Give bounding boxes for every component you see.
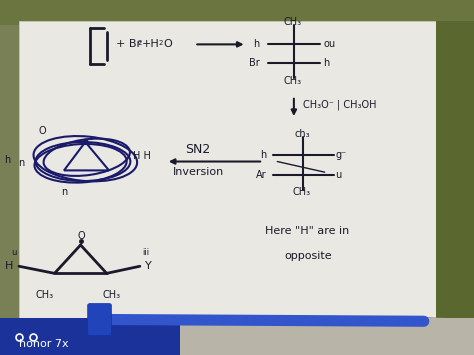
Text: H H: H H <box>133 151 151 161</box>
Text: 2: 2 <box>137 40 142 46</box>
Text: CH₃: CH₃ <box>283 17 301 27</box>
FancyBboxPatch shape <box>0 0 474 25</box>
Text: h: h <box>4 155 10 165</box>
Text: O: O <box>78 231 85 241</box>
Text: h: h <box>323 58 329 68</box>
Text: honor 7x: honor 7x <box>19 339 69 349</box>
Text: u: u <box>11 247 17 257</box>
Text: g⁻: g⁻ <box>336 151 347 160</box>
Text: CH₃: CH₃ <box>293 187 311 197</box>
FancyArrowPatch shape <box>107 320 424 321</box>
FancyBboxPatch shape <box>88 304 111 335</box>
Text: iii: iii <box>142 247 149 257</box>
FancyBboxPatch shape <box>0 318 474 355</box>
Text: +H: +H <box>142 39 160 49</box>
Text: n: n <box>18 158 25 168</box>
Text: CH₃: CH₃ <box>36 290 54 300</box>
Text: CH₃O⁻ | CH₃OH: CH₃O⁻ | CH₃OH <box>303 99 377 110</box>
Text: 2: 2 <box>159 40 163 46</box>
Text: CH₃: CH₃ <box>283 76 301 86</box>
Text: + Br: + Br <box>116 39 141 49</box>
Text: O: O <box>164 39 172 49</box>
Text: h: h <box>260 151 266 160</box>
Text: ...93, Fax 26513943: ...93, Fax 26513943 <box>341 329 403 334</box>
Text: Y: Y <box>145 261 151 271</box>
Text: n: n <box>61 187 67 197</box>
Text: u: u <box>336 170 342 180</box>
Text: Inversion: Inversion <box>173 167 224 177</box>
Text: h: h <box>254 39 260 49</box>
Text: ch₃: ch₃ <box>294 129 310 139</box>
Text: Ar: Ar <box>256 170 266 180</box>
Text: ou: ou <box>323 39 336 49</box>
Text: O: O <box>39 126 46 136</box>
Text: H: H <box>5 261 14 271</box>
FancyBboxPatch shape <box>0 318 180 355</box>
Text: Here "H" are in: Here "H" are in <box>265 226 350 236</box>
FancyBboxPatch shape <box>19 21 436 320</box>
Text: opposite: opposite <box>284 251 332 261</box>
Text: CH₃: CH₃ <box>102 290 120 300</box>
FancyBboxPatch shape <box>436 21 474 320</box>
Text: Website - www.hope....: Website - www.hope.... <box>209 343 280 348</box>
Text: Br: Br <box>249 58 260 68</box>
Text: SN2: SN2 <box>185 143 210 155</box>
